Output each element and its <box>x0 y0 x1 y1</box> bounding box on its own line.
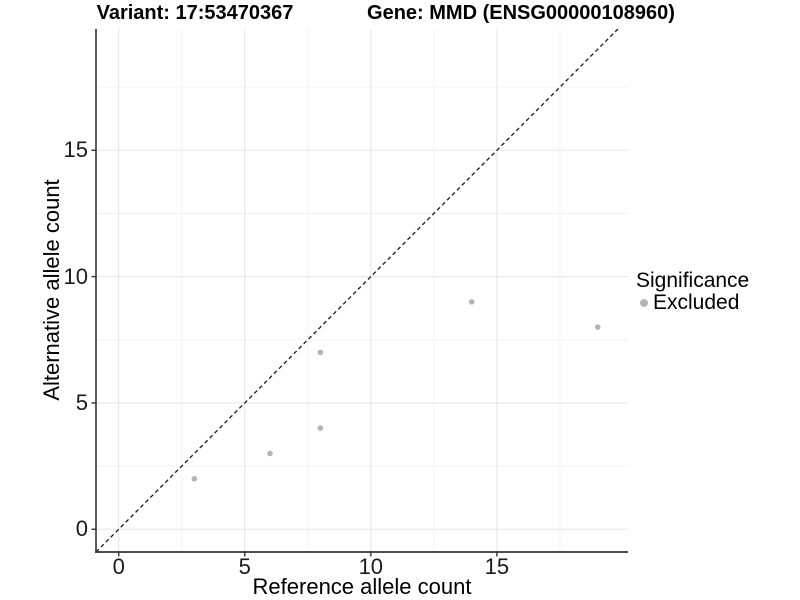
y-tick-label: 5 <box>75 389 88 415</box>
plot-title-gene: Gene: MMD (ENSG00000108960) <box>367 2 675 24</box>
legend-title: Significance <box>636 269 750 292</box>
y-tick-label: 10 <box>63 263 88 289</box>
x-tick-label: 15 <box>484 554 510 579</box>
data-point <box>191 475 198 482</box>
legend-point-icon <box>640 299 648 307</box>
legend: Significance Excluded <box>636 269 749 314</box>
legend-item-label: Excluded <box>653 291 740 314</box>
data-point <box>317 349 324 356</box>
identity-dashed-line <box>95 28 619 553</box>
x-tick-label: 10 <box>358 554 384 579</box>
x-tick-label: 0 <box>112 554 125 579</box>
plot-title-variant: Variant: 17:53470367 <box>96 2 294 24</box>
data-point <box>317 425 324 431</box>
data-point <box>468 299 475 305</box>
y-tick-label: 0 <box>75 516 88 542</box>
y-tick-label: 15 <box>63 137 88 163</box>
x-axis-label: Reference allele count <box>252 574 472 599</box>
x-tick-label: 5 <box>238 554 251 579</box>
legend-item: Excluded <box>636 292 749 314</box>
data-point <box>594 324 601 330</box>
data-point <box>267 450 273 457</box>
legend-items: Excluded <box>636 292 749 314</box>
